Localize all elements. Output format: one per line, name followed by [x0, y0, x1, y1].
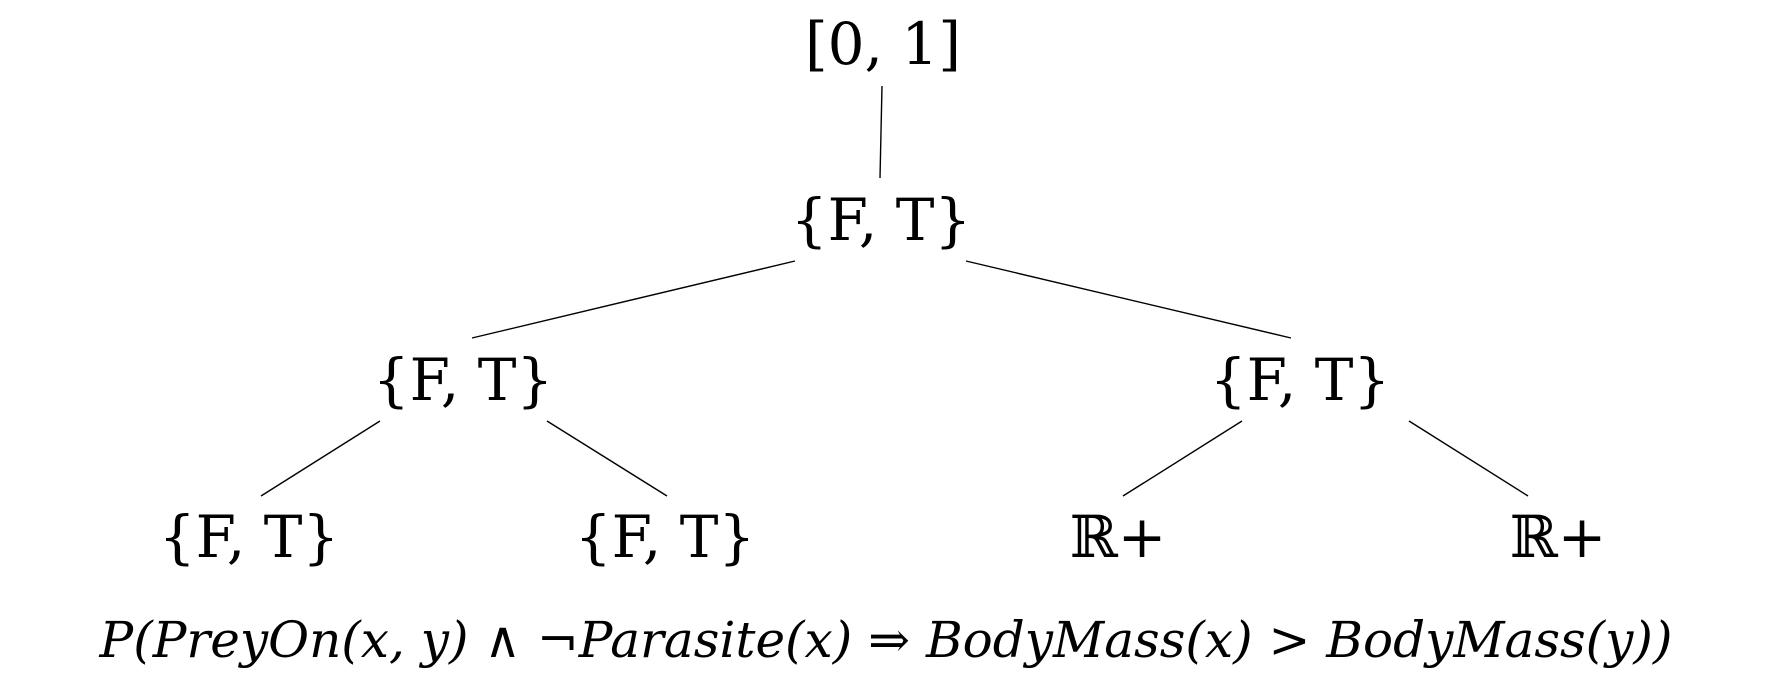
node-level3-leaf1: {F, T} [158, 503, 340, 571]
node-level3-leaf4: ℝ+ [1509, 503, 1607, 571]
edge-left-to-leaf2 [546, 420, 668, 497]
edge-level1-to-left [471, 260, 796, 339]
node-root: [0, 1] [805, 10, 961, 78]
node-level2-right: {F, T} [1209, 346, 1391, 414]
formula-caption: P(PreyOn(x, y) ∧ ¬Parasite(x) ⇒ BodyMass… [99, 611, 1673, 669]
edge-root-to-level1 [879, 85, 883, 179]
edge-right-to-leaf4 [1408, 420, 1529, 497]
edge-level1-to-right [965, 260, 1292, 339]
node-level3-leaf3: ℝ+ [1069, 503, 1167, 571]
edge-right-to-leaf3 [1122, 420, 1243, 497]
node-level1: {F, T} [790, 186, 972, 254]
node-level2-left: {F, T} [372, 346, 554, 414]
node-level3-leaf2: {F, T} [574, 503, 756, 571]
edge-left-to-leaf1 [260, 420, 381, 497]
